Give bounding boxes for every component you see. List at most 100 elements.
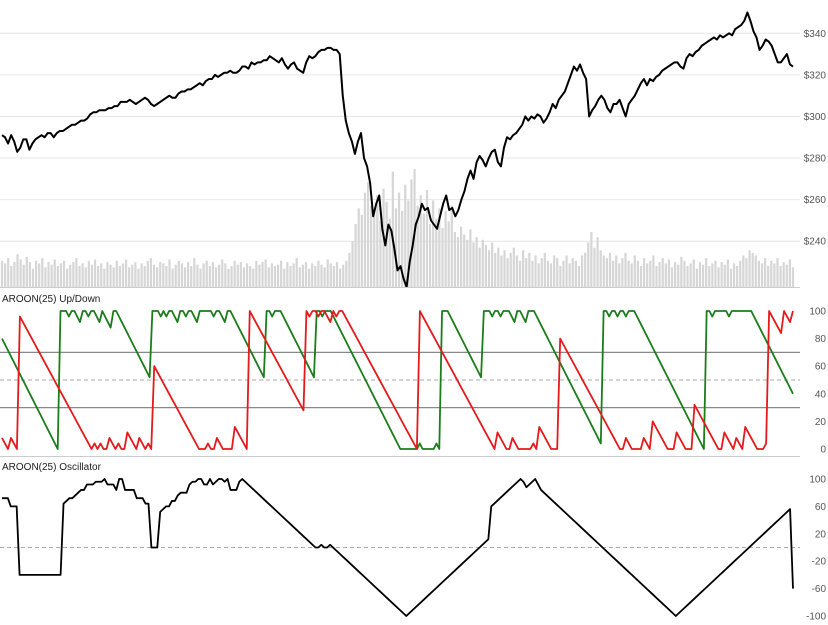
volume-bar <box>267 267 270 287</box>
volume-bar <box>522 250 525 287</box>
volume-bar <box>345 260 348 287</box>
volume-bar <box>221 259 224 287</box>
volume-bar <box>767 266 770 287</box>
volume-bar <box>47 262 50 287</box>
volume-bar <box>630 263 633 287</box>
volume-bar <box>642 258 646 287</box>
volume-bar <box>252 268 255 287</box>
volume-bar <box>301 264 304 287</box>
volume-bar <box>587 242 590 287</box>
volume-bar <box>385 201 388 287</box>
volume-bar <box>667 259 671 287</box>
volume-bar <box>233 260 236 287</box>
oscillator-axis-tick-label: -20 <box>812 557 827 568</box>
volume-bar <box>339 268 342 287</box>
volume-bar <box>664 263 667 287</box>
volume-bar <box>357 208 360 287</box>
volume-bar <box>62 260 66 287</box>
volume-bar <box>224 263 227 287</box>
volume-bar <box>7 258 10 287</box>
volume-bar <box>410 179 413 287</box>
volume-bar <box>540 258 543 287</box>
volume-bar <box>376 195 379 287</box>
volume-bar <box>469 229 472 287</box>
volume-bar <box>128 267 131 287</box>
volume-bar <box>506 258 509 287</box>
volume-bar <box>53 259 56 287</box>
volume-bar <box>75 258 78 287</box>
volume-bar <box>311 263 314 287</box>
volume-bar <box>103 268 106 287</box>
volume-bar <box>190 266 193 287</box>
volume-bar <box>50 264 53 287</box>
volume-bar <box>407 200 410 287</box>
volume-bar <box>686 266 689 287</box>
volume-bar <box>180 263 184 287</box>
volume-bar <box>605 258 608 287</box>
oscillator-panel: AROON(25) Oscillator -100 -60 -20 20 60 100 <box>0 462 826 623</box>
volume-bar <box>670 267 674 287</box>
volume-bar <box>497 247 500 287</box>
volume-bar <box>438 208 441 287</box>
volume-bar <box>689 263 692 287</box>
volume-bar <box>28 262 32 287</box>
volume-bar <box>509 252 512 287</box>
price-axis-tick-label: $320 <box>804 70 827 81</box>
volume-bar <box>261 262 264 287</box>
volume-bar <box>577 266 581 287</box>
volume-bar <box>608 252 612 287</box>
volume-bar <box>289 266 292 287</box>
volume-bar <box>425 189 429 287</box>
volume-bar <box>435 218 438 287</box>
volume-bar <box>695 268 698 287</box>
volume-bar <box>584 252 587 287</box>
volume-bar <box>459 226 463 287</box>
aroon-panel-title: AROON(25) Up/Down <box>2 294 100 305</box>
volume-bar <box>602 255 605 287</box>
volume-bar <box>636 260 640 287</box>
volume-bar <box>245 263 249 287</box>
volume-bar <box>487 250 491 287</box>
volume-bar <box>202 263 205 287</box>
volume-bar <box>31 268 35 287</box>
aroon-axis-tick-label: 0 <box>820 445 826 456</box>
aroon-down-line <box>1 310 794 450</box>
volume-bar <box>751 252 754 287</box>
volume-bar <box>680 256 683 287</box>
volume-bar <box>503 250 506 287</box>
price-axis-tick-label: $280 <box>804 154 827 165</box>
volume-bar <box>159 262 162 287</box>
volume-bar <box>10 266 13 287</box>
volume-bar <box>335 262 339 287</box>
volume-bar <box>286 262 289 287</box>
volume-bar <box>124 259 128 287</box>
volume-bar <box>624 252 627 287</box>
volume-bar <box>270 263 273 287</box>
volume-bar <box>481 239 484 287</box>
volume-bar <box>227 268 230 287</box>
volume-bar <box>472 242 475 287</box>
volume-bar <box>373 210 376 287</box>
volume-bar <box>512 247 515 287</box>
volume-bar <box>13 262 16 287</box>
volume-bar <box>242 267 246 287</box>
volume-bar <box>701 264 705 287</box>
volume-bar <box>692 259 695 287</box>
volume-bar <box>273 266 277 287</box>
oscillator-axis-tick-label: 20 <box>815 529 827 540</box>
volume-bar <box>736 266 739 287</box>
volume-bar <box>22 264 25 287</box>
volume-bar <box>599 250 602 287</box>
volume-bar <box>295 258 298 287</box>
volume-bar <box>754 255 757 287</box>
volume-bar <box>518 260 522 287</box>
volume-bar <box>760 263 764 287</box>
volume-bar <box>711 263 714 287</box>
volume-bar <box>428 224 432 287</box>
volume-bar <box>137 268 140 287</box>
volume-bar <box>332 266 336 287</box>
volume-bar <box>69 264 72 287</box>
volume-bar <box>121 263 125 287</box>
volume-bar <box>239 262 242 287</box>
